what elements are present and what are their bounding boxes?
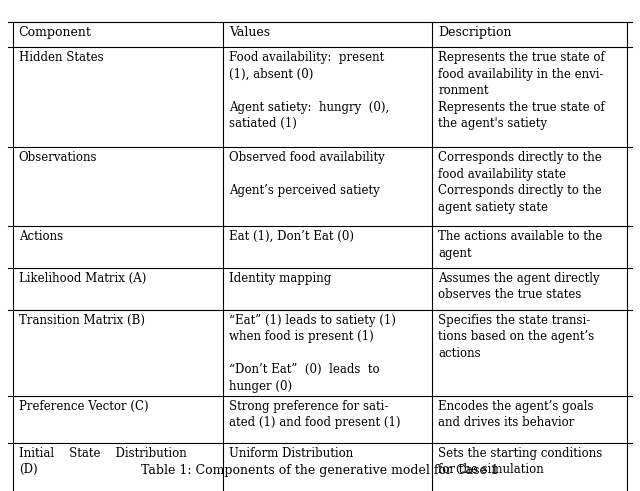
Text: Actions: Actions <box>19 230 63 243</box>
Text: The actions available to the
agent: The actions available to the agent <box>438 230 603 260</box>
Text: Likelihood Matrix (A): Likelihood Matrix (A) <box>19 272 146 285</box>
Text: “Eat” (1) leads to satiety (1)
when food is present (1)

“Don’t Eat”  (0)  leads: “Eat” (1) leads to satiety (1) when food… <box>229 314 396 393</box>
Text: Eat (1), Don’t Eat (0): Eat (1), Don’t Eat (0) <box>229 230 354 243</box>
Text: Preference Vector (C): Preference Vector (C) <box>19 400 148 413</box>
Text: Strong preference for sati-
ated (1) and food present (1): Strong preference for sati- ated (1) and… <box>229 400 401 429</box>
Text: Table 1: Components of the generative model for Case 1: Table 1: Components of the generative mo… <box>141 464 499 477</box>
Text: Values: Values <box>229 26 270 39</box>
Text: Observations: Observations <box>19 151 97 164</box>
Text: Observed food availability

Agent’s perceived satiety: Observed food availability Agent’s perce… <box>229 151 385 197</box>
Text: Uniform Distribution: Uniform Distribution <box>229 447 353 460</box>
Text: Corresponds directly to the
food availability state
Corresponds directly to the
: Corresponds directly to the food availab… <box>438 151 602 214</box>
Text: Represents the true state of
food availability in the envi-
ronment
Represents t: Represents the true state of food availa… <box>438 51 605 130</box>
Text: Transition Matrix (B): Transition Matrix (B) <box>19 314 145 327</box>
Text: Specifies the state transi-
tions based on the agent’s
actions: Specifies the state transi- tions based … <box>438 314 595 359</box>
Text: Identity mapping: Identity mapping <box>229 272 332 285</box>
Text: Food availability:  present
(1), absent (0)

Agent satiety:  hungry  (0),
satiat: Food availability: present (1), absent (… <box>229 51 389 130</box>
Text: Assumes the agent directly
observes the true states: Assumes the agent directly observes the … <box>438 272 600 301</box>
Text: Initial    State    Distribution
(D): Initial State Distribution (D) <box>19 447 186 476</box>
Text: Encodes the agent’s goals
and drives its behavior: Encodes the agent’s goals and drives its… <box>438 400 594 429</box>
Text: Component: Component <box>19 26 92 39</box>
Text: Hidden States: Hidden States <box>19 51 103 64</box>
Text: Description: Description <box>438 26 512 39</box>
Text: Sets the starting conditions
for the simulation: Sets the starting conditions for the sim… <box>438 447 603 476</box>
